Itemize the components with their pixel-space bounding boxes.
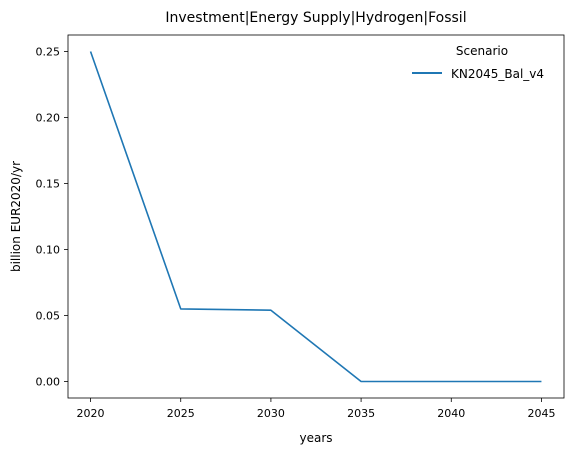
x-tick-label: 2045 — [527, 407, 555, 420]
y-axis-ticks: 0.00 0.05 0.10 0.15 0.20 0.25 — [36, 46, 68, 389]
chart-title: Investment|Energy Supply|Hydrogen|Fossil — [165, 10, 466, 26]
y-axis-label: billion EUR2020/yr — [9, 161, 23, 272]
x-tick-label: 2030 — [257, 407, 285, 420]
x-tick-label: 2025 — [167, 407, 195, 420]
x-tick-label: 2035 — [347, 407, 375, 420]
legend: Scenario KN2045_Bal_v4 — [412, 44, 544, 81]
y-tick-label: 0.10 — [36, 244, 61, 257]
y-tick-label: 0.20 — [36, 112, 61, 125]
y-tick-label: 0.05 — [36, 310, 61, 323]
legend-title: Scenario — [456, 44, 508, 58]
plot-area-frame — [67, 34, 565, 399]
y-tick-label: 0.15 — [36, 178, 61, 191]
y-tick-label: 0.25 — [36, 46, 61, 59]
series-layer — [89, 51, 542, 383]
y-tick-label: 0.00 — [36, 376, 61, 389]
x-axis-label: years — [299, 431, 332, 445]
x-axis-ticks: 2020 2025 2030 2035 2040 2045 — [77, 398, 555, 420]
x-tick-label: 2040 — [437, 407, 465, 420]
x-tick-label: 2020 — [77, 407, 105, 420]
legend-entry-label: KN2045_Bal_v4 — [451, 67, 544, 81]
series-line-0 — [89, 51, 542, 383]
